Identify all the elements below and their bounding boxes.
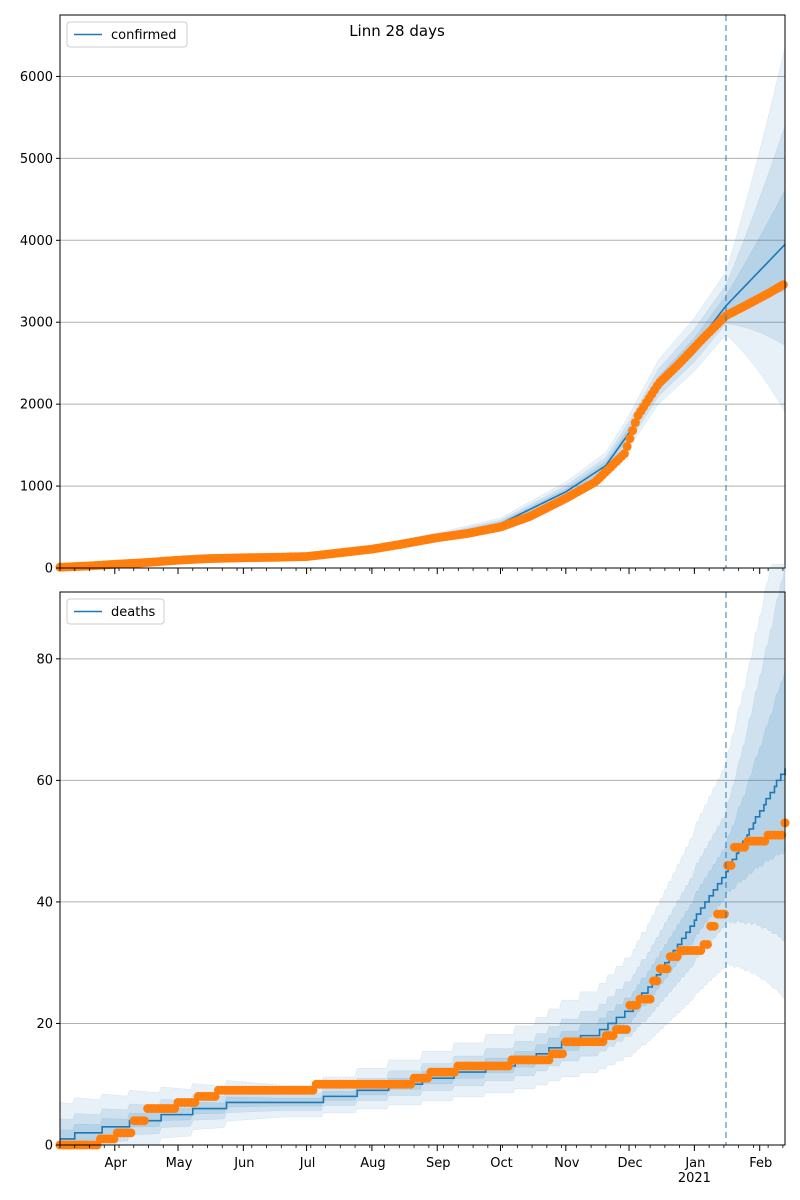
legend-box bbox=[66, 598, 165, 625]
x-tick-label: Dec bbox=[617, 1156, 642, 1171]
y-tick-label: 0 bbox=[45, 562, 53, 577]
x-tick-label: Jul bbox=[299, 1156, 316, 1171]
observed-point bbox=[719, 909, 729, 919]
observed-point bbox=[622, 1025, 632, 1035]
model-line-deaths bbox=[60, 768, 786, 1140]
confirmed-panel: 0 1000 2000 3000 4000 5000 6000 confirmed bbox=[20, 14, 788, 577]
observed-point bbox=[662, 964, 672, 974]
legend-label: deaths bbox=[111, 605, 156, 620]
observed-point bbox=[726, 860, 736, 870]
y-tick-label: 6000 bbox=[20, 70, 53, 85]
axes-frame bbox=[59, 14, 786, 569]
axes-frame bbox=[59, 591, 786, 1146]
model-line-confirmed bbox=[59, 243, 786, 568]
x-year-label: 2021 bbox=[678, 1171, 711, 1186]
observed-point bbox=[625, 434, 635, 444]
y-tick-label: 5000 bbox=[20, 152, 53, 167]
x-tick-label: Aug bbox=[360, 1156, 385, 1171]
y-tick-label: 0 bbox=[45, 1139, 53, 1154]
y-tick-label: 2000 bbox=[20, 398, 53, 413]
legend: confirmed bbox=[66, 21, 188, 48]
observed-series bbox=[55, 818, 790, 1150]
x-tick-label: Feb bbox=[749, 1156, 772, 1171]
legend-label: confirmed bbox=[111, 28, 177, 43]
observed-point bbox=[777, 830, 787, 840]
observed-point bbox=[126, 1128, 136, 1138]
observed-point bbox=[652, 976, 662, 986]
y-tick-label: 40 bbox=[36, 895, 53, 910]
observed-point bbox=[622, 442, 632, 452]
observed-point bbox=[645, 994, 655, 1004]
observed-point bbox=[630, 418, 640, 428]
x-tick-label: Apr bbox=[105, 1156, 128, 1171]
legend-box bbox=[66, 21, 188, 48]
observed-point bbox=[702, 939, 712, 949]
legend: deaths bbox=[66, 598, 165, 625]
observed-point bbox=[619, 449, 629, 459]
x-tick-label: Oct bbox=[490, 1156, 512, 1171]
y-tick-label: 4000 bbox=[20, 234, 53, 249]
deaths-panel: 0 20 40 60 80 Apr May Jun Jul Aug Sep Oct Nov Dec Jan F… bbox=[36, 564, 790, 1186]
figure-title: Linn 28 days bbox=[349, 22, 445, 40]
uncertainty-band bbox=[59, 46, 786, 569]
x-tick-label: Nov bbox=[554, 1156, 580, 1171]
y-tick-label: 80 bbox=[36, 652, 53, 667]
y-tick-label: 60 bbox=[36, 774, 53, 789]
uncertainty-band bbox=[59, 564, 786, 1146]
x-tick-label: Sep bbox=[426, 1156, 451, 1171]
y-tick-label: 3000 bbox=[20, 316, 53, 331]
x-tick-label: May bbox=[166, 1156, 193, 1171]
observed-point bbox=[628, 426, 638, 436]
observed-point bbox=[709, 921, 719, 931]
x-tick-label: Jun bbox=[233, 1156, 254, 1171]
y-tick-label: 20 bbox=[36, 1017, 53, 1032]
x-tick-label: Jan bbox=[684, 1156, 705, 1171]
y-tick-label: 1000 bbox=[20, 480, 53, 495]
observed-point bbox=[778, 280, 788, 290]
observed-point bbox=[139, 1116, 149, 1126]
observed-point bbox=[557, 1049, 567, 1059]
observed-series bbox=[55, 280, 788, 572]
